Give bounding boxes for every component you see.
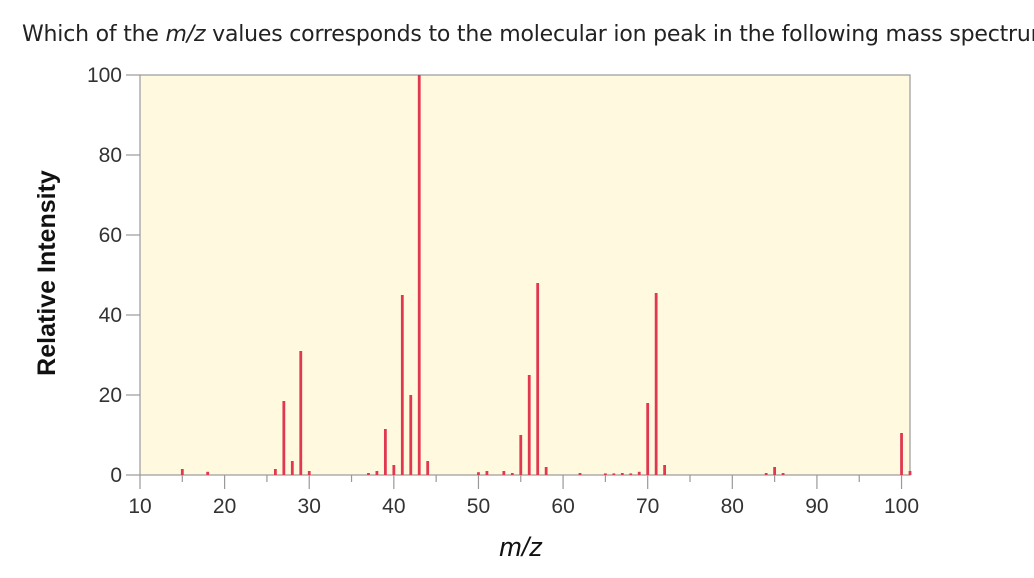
peak-bar-mz-68 (629, 473, 633, 475)
x-tick-label-60: 60 (551, 495, 574, 518)
peak-bars (180, 75, 912, 475)
peak-bar-mz-15 (180, 469, 184, 475)
peak-bar-mz-85 (773, 467, 777, 475)
peak-bar-mz-101 (908, 471, 912, 475)
peak-bar-mz-69 (637, 471, 641, 475)
peak-bar-mz-72 (663, 465, 667, 475)
y-tick-label-40: 40 (99, 304, 122, 327)
peak-bar-mz-71 (654, 293, 658, 475)
peak-bar-mz-62 (578, 473, 582, 475)
x-tick-label-20: 20 (213, 495, 236, 518)
peak-bar-mz-55 (519, 435, 523, 475)
question-mz-emphasis: m/z (165, 22, 206, 47)
peak-bar-mz-28 (290, 461, 294, 475)
peak-bar-mz-44 (426, 461, 430, 475)
peak-bar-mz-41 (400, 295, 404, 475)
y-tick-label-100: 100 (87, 64, 122, 87)
peak-bar-mz-26 (273, 469, 277, 475)
peak-bar-mz-42 (409, 395, 413, 475)
y-tick-label-20: 20 (99, 384, 122, 407)
peak-bar-mz-37 (367, 473, 370, 475)
peak-bar-mz-54 (510, 473, 514, 475)
peak-bar-mz-50 (477, 472, 480, 475)
peak-bar-mz-27 (282, 401, 286, 475)
peak-bar-mz-39 (383, 429, 387, 475)
x-tick-label-50: 50 (467, 495, 490, 518)
y-axis: 0 20 40 60 80 100 (87, 64, 140, 487)
peak-bar-mz-53 (502, 471, 506, 475)
peak-bar-mz-51 (485, 471, 489, 475)
question-text: Which of the m/z values corresponds to t… (22, 22, 1034, 47)
x-tick-label-90: 90 (805, 495, 828, 518)
x-tick-label-80: 80 (721, 495, 744, 518)
peak-bar-mz-65 (603, 473, 607, 475)
peak-bar-mz-57 (536, 283, 540, 475)
plot-area (139, 74, 911, 476)
x-tick-label-40: 40 (382, 495, 405, 518)
question-prefix: Which of the (22, 22, 166, 47)
peak-bar-mz-66 (612, 473, 616, 475)
y-tick-label-0: 0 (110, 464, 122, 487)
y-tick-label-80: 80 (99, 144, 122, 167)
x-tick-label-30: 30 (298, 495, 321, 518)
peak-bar-mz-40 (392, 465, 396, 475)
x-tick-label-100: 100 (884, 495, 919, 518)
y-axis-title: Relative Intensity (33, 170, 61, 376)
x-tick-label-10: 10 (128, 495, 151, 518)
peak-bar-mz-18 (206, 471, 210, 475)
x-axis-title: m/z (499, 532, 543, 562)
peak-bar-mz-58 (544, 467, 548, 475)
peak-bar-mz-56 (527, 375, 531, 475)
peak-bar-mz-43 (417, 75, 421, 475)
x-axis: 10 20 30 40 50 60 70 80 90 100 (128, 475, 919, 518)
peak-bar-mz-70 (646, 403, 650, 475)
x-tick-label-70: 70 (636, 495, 659, 518)
peak-bar-mz-84 (764, 473, 768, 475)
peak-bar-mz-38 (375, 471, 379, 475)
peak-bar-mz-29 (299, 351, 303, 475)
y-tick-label-60: 60 (99, 224, 122, 247)
question-suffix: values corresponds to the molecular ion … (205, 22, 1034, 47)
peak-bar-mz-67 (620, 473, 624, 475)
peak-bar-mz-86 (781, 473, 785, 475)
peak-bar-mz-100 (900, 433, 903, 475)
peak-bar-mz-30 (307, 471, 311, 475)
